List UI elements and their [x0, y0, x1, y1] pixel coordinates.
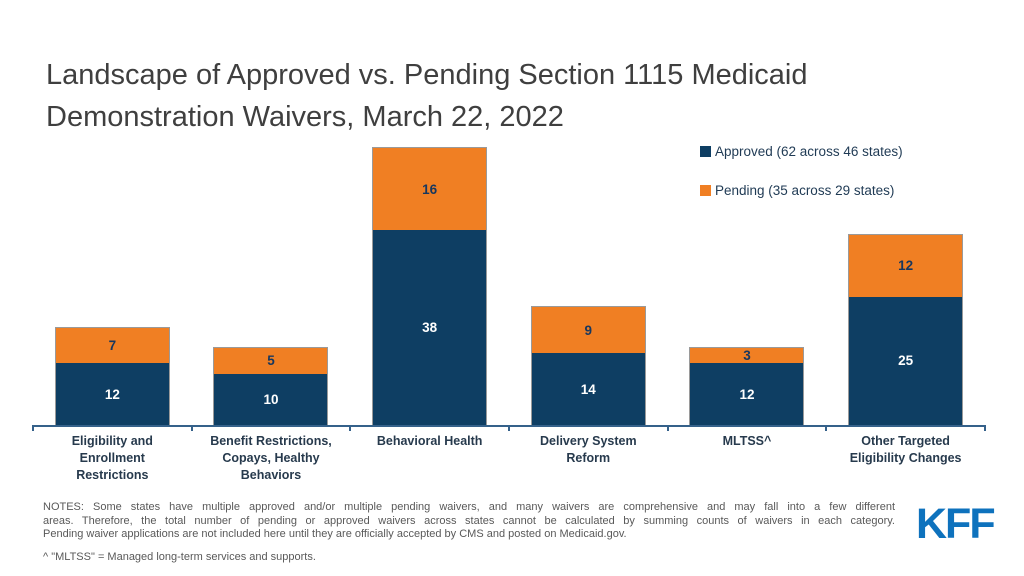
bar-value-label: 38 [422, 320, 438, 336]
bar-segment-approved: 14 [531, 353, 645, 425]
bar-value-label: 14 [580, 381, 596, 397]
category-label: Eligibility and Enrollment Restrictions [71, 434, 153, 482]
approved-swatch-icon [700, 146, 711, 157]
bar-segment-approved: 12 [690, 363, 804, 425]
bar-segment-pending: 12 [849, 235, 963, 297]
bar-column: 9 14 [509, 140, 668, 425]
chart-title-line-1: Landscape of Approved vs. Pending Sectio… [46, 59, 808, 91]
bar-segment-pending: 9 [531, 307, 645, 354]
bar-value-label: 7 [108, 338, 117, 353]
bar-segment-pending: 5 [214, 348, 328, 374]
axis-tick [508, 425, 510, 431]
bar-column: 3 12 [668, 140, 827, 425]
bar-segment-pending: 16 [373, 148, 487, 231]
notes-line-3: Pending waiver applications are not incl… [43, 528, 627, 541]
axis-tick [825, 425, 828, 431]
bar-value-label: 12 [104, 386, 120, 402]
axis-tick [32, 425, 34, 431]
chart-title-line-2: Demonstration Waivers, March 22, 2022 [46, 101, 564, 133]
stacked-bar: 9 14 [530, 306, 646, 425]
bar-segment-approved: 10 [214, 373, 328, 425]
category-label: Behavioral Health [376, 434, 483, 448]
bar-column: 16 38 [350, 140, 509, 425]
category-label: MLTSS^ [722, 434, 772, 448]
stacked-bar: 7 12 [54, 326, 170, 425]
bar-segment-approved: 25 [849, 296, 963, 425]
bar-value-label: 9 [584, 322, 593, 338]
legend-item-pending: Pending (35 across 29 states) [700, 183, 903, 198]
stacked-bar: 5 10 [213, 347, 329, 425]
legend: Approved (62 across 46 states) Pending (… [700, 144, 903, 222]
notes-text: NOTES: Some states have multiple approve… [43, 501, 895, 542]
category-label: Other Targeted Eligibility Changes [849, 434, 962, 465]
category-label: Benefit Restrictions, Copays, Healthy Be… [210, 434, 332, 482]
bar-value-label: 5 [267, 353, 275, 369]
axis-tick [190, 425, 193, 431]
bar-column: 5 10 [192, 140, 351, 425]
footnote-text: ^ "MLTSS" = Managed long-term services a… [43, 551, 316, 563]
bar-value-label: 3 [743, 348, 751, 364]
bar-value-label: 16 [422, 181, 438, 197]
bar-value-label: 10 [263, 391, 279, 407]
legend-item-approved: Approved (62 across 46 states) [700, 144, 903, 159]
bar-value-label: 12 [898, 258, 914, 274]
category-label: Delivery System Reform [540, 434, 637, 465]
legend-label-pending: Pending (35 across 29 states) [715, 183, 895, 198]
bar-segment-approved: 12 [55, 363, 169, 425]
axis-tick [666, 425, 669, 431]
kff-logo: KFF [916, 500, 996, 548]
plot-area: 7 12 5 10 16 38 9 14 3 12 12 25 [32, 140, 986, 431]
pending-swatch-icon [700, 185, 711, 196]
bar-columns: 7 12 5 10 16 38 9 14 3 12 12 25 [33, 140, 985, 425]
bar-segment-pending: 7 [55, 327, 169, 364]
notes-line-2: areas. Therefore, the total number of pe… [43, 514, 895, 527]
chart-title: Landscape of Approved vs. Pending Sectio… [46, 54, 986, 138]
stacked-bar: 12 25 [848, 234, 964, 425]
notes-line-1: NOTES: Some states have multiple approve… [43, 501, 895, 513]
stacked-bar: 16 38 [372, 147, 488, 425]
stacked-bar: 3 12 [689, 347, 805, 425]
category-labels-row: Eligibility and Enrollment Restrictions B… [33, 433, 985, 484]
bar-value-label: 25 [898, 353, 914, 369]
bar-column: 12 25 [826, 140, 985, 425]
bar-segment-pending: 3 [690, 348, 804, 364]
legend-label-approved: Approved (62 across 46 states) [715, 144, 903, 159]
bar-segment-approved: 38 [373, 230, 487, 425]
axis-tick [984, 425, 986, 431]
bar-column: 7 12 [33, 140, 192, 425]
bar-value-label: 12 [739, 386, 755, 402]
axis-tick [349, 425, 352, 431]
